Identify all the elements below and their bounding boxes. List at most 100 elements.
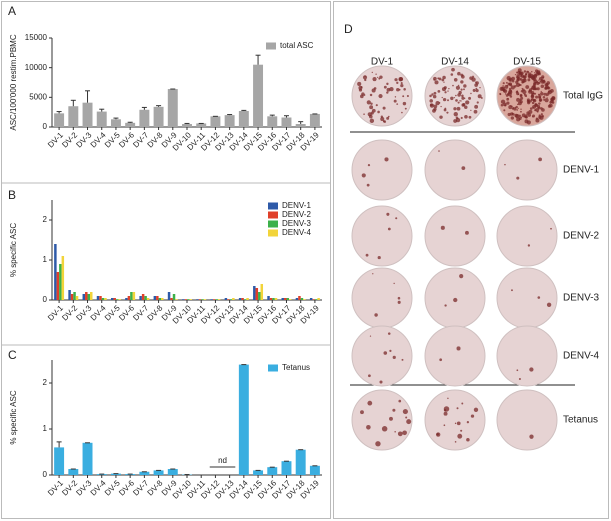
spot (538, 72, 541, 76)
spot (473, 407, 479, 412)
spot (438, 101, 441, 104)
spot (389, 349, 392, 352)
spot (524, 78, 527, 80)
row-label: Tetanus (563, 415, 598, 426)
y-tick-label: 10000 (25, 63, 48, 72)
spot (443, 86, 447, 90)
annotation: nd (218, 456, 227, 465)
spot (457, 101, 460, 104)
row-label: DENV-1 (563, 165, 600, 176)
spot (536, 87, 540, 91)
spot (528, 88, 533, 92)
spot (437, 89, 441, 93)
y-tick-label: 0 (43, 122, 48, 131)
bar (68, 469, 79, 475)
spot (520, 110, 522, 113)
bar (283, 298, 287, 300)
bar (139, 296, 142, 300)
row-label: Total IgG (563, 91, 603, 102)
spot (514, 107, 517, 109)
bar (243, 299, 247, 300)
spot (405, 416, 408, 419)
spot (527, 78, 531, 82)
spot (462, 103, 466, 107)
spot (369, 335, 372, 337)
spot (532, 98, 536, 102)
spot (538, 79, 540, 81)
spot (375, 104, 378, 107)
bar (115, 299, 119, 300)
legend-label: DENV-2 (282, 210, 311, 219)
spot (543, 98, 546, 101)
bar (132, 292, 136, 300)
spot (464, 105, 468, 109)
bar (317, 298, 320, 300)
spot (443, 409, 447, 412)
spot (519, 98, 522, 102)
spot (470, 414, 475, 418)
bar (104, 298, 107, 300)
bar (267, 467, 278, 475)
error-bar (99, 108, 105, 112)
spot (360, 86, 363, 89)
spot (543, 92, 547, 96)
spot (447, 397, 449, 400)
spot (534, 92, 537, 95)
spot (431, 93, 434, 96)
spot (455, 94, 457, 97)
spot (515, 75, 519, 79)
bar (90, 292, 93, 300)
spot (386, 212, 390, 216)
spot (527, 70, 529, 73)
plate-well (496, 389, 558, 451)
spot (378, 77, 381, 80)
error-bar (70, 99, 76, 107)
spot (511, 112, 515, 116)
spot (546, 81, 551, 85)
legend-label: DENV-1 (282, 201, 311, 210)
spot (468, 115, 472, 119)
spot (538, 96, 542, 99)
spot (508, 92, 510, 94)
spot (392, 408, 396, 412)
spot (512, 106, 515, 109)
spot (377, 76, 379, 79)
bar (56, 272, 60, 300)
spot (479, 86, 481, 89)
spot (439, 358, 443, 362)
bar (210, 116, 221, 127)
spot (382, 120, 385, 123)
legend-swatch (268, 229, 278, 237)
spot (504, 93, 507, 95)
spot (538, 102, 541, 105)
well (496, 205, 558, 267)
spot (532, 116, 534, 118)
spot (365, 253, 369, 257)
bar (59, 264, 62, 300)
bar (295, 124, 306, 127)
spot (446, 111, 449, 114)
bar (258, 292, 261, 300)
bar (54, 113, 65, 127)
spot (517, 101, 522, 106)
spot (448, 87, 450, 90)
row-label: DENV-3 (563, 293, 600, 304)
y-tick-label: 2 (43, 378, 48, 387)
spot (450, 73, 454, 76)
spot (447, 90, 449, 92)
bar (99, 296, 102, 300)
bar (110, 119, 121, 127)
spot (499, 86, 504, 92)
spot (403, 88, 406, 91)
spot (508, 83, 510, 85)
bar (125, 298, 128, 300)
spot (362, 75, 368, 80)
spot (456, 421, 461, 426)
spot (469, 76, 473, 80)
spot (517, 77, 520, 80)
plate-well (351, 389, 413, 451)
bar (101, 298, 105, 300)
spot (442, 75, 446, 80)
spot (447, 99, 449, 102)
